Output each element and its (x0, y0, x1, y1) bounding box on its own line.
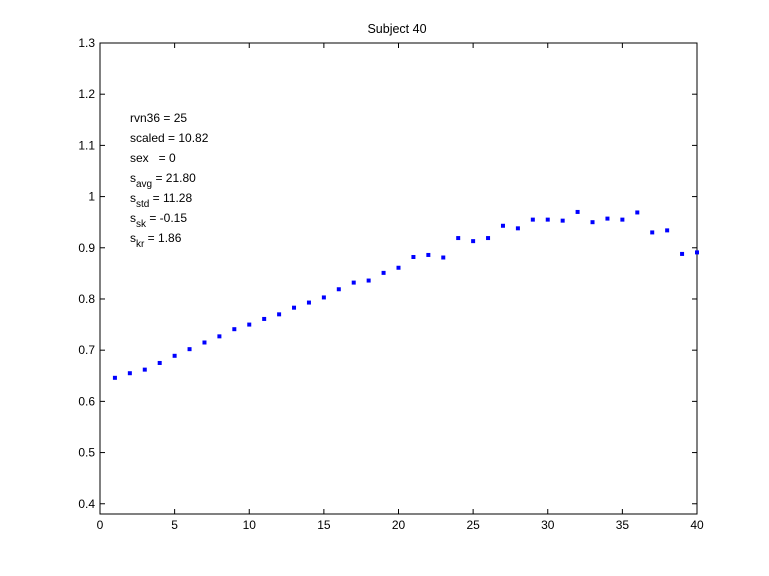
data-point (411, 254, 416, 259)
data-point (680, 251, 685, 256)
data-point (590, 220, 595, 225)
data-point (157, 360, 162, 365)
data-point (202, 340, 207, 345)
data-point (575, 209, 580, 214)
x-tick-label: 15 (317, 518, 331, 532)
data-point (471, 239, 476, 244)
data-point (366, 278, 371, 283)
data-point (277, 312, 282, 317)
annotation-line: sstd = 11.28 (130, 191, 192, 210)
annotation-line: scaled = 10.82 (130, 131, 209, 145)
annotation-line: savg = 21.80 (130, 171, 196, 190)
data-point (500, 223, 505, 228)
x-tick-label: 40 (690, 518, 704, 532)
y-tick-label: 0.4 (78, 497, 95, 511)
plot-area: 0 5 10 15 20 25 30 35 40 0.4 0.5 0.6 0.7 0.8 0.9 1 1.1 1… (78, 36, 704, 532)
y-tick-label: 0.8 (78, 292, 95, 306)
data-point (351, 280, 356, 285)
stats-annotation: rvn36 = 25 scaled = 10.82 sex = 0 savg = 21… (130, 111, 209, 250)
data-series (112, 209, 699, 380)
data-point (262, 316, 267, 321)
y-tick-label: 1 (88, 190, 95, 204)
data-point (127, 371, 132, 376)
annotation-line: skr = 1.86 (130, 231, 182, 250)
data-point (560, 218, 565, 223)
data-point (530, 217, 535, 222)
data-point (187, 347, 192, 352)
data-point (232, 327, 237, 332)
chart-title: Subject 40 (367, 22, 426, 36)
annotation-line: ssk = -0.15 (130, 211, 187, 230)
data-point (306, 300, 311, 305)
data-point (321, 295, 326, 300)
data-point (515, 226, 520, 231)
data-point (292, 305, 297, 310)
y-tick-label: 1.1 (78, 138, 95, 152)
data-point (112, 375, 117, 380)
data-point (172, 353, 177, 358)
x-tick-label: 20 (392, 518, 406, 532)
data-point (695, 250, 699, 255)
data-point (336, 287, 341, 292)
x-axis: 0 5 10 15 20 25 30 35 40 (97, 43, 704, 532)
data-point (441, 255, 446, 260)
x-tick-label: 30 (541, 518, 555, 532)
y-axis: 0.4 0.5 0.6 0.7 0.8 0.9 1 1.1 1.2 1.3 (78, 36, 697, 511)
data-point (247, 322, 252, 327)
data-point (665, 228, 670, 233)
annotation-line: sex = 0 (130, 151, 176, 165)
data-point (217, 334, 222, 339)
y-tick-label: 0.7 (78, 343, 95, 357)
data-point (545, 217, 550, 222)
y-tick-label: 0.9 (78, 241, 95, 255)
y-tick-label: 0.5 (78, 446, 95, 460)
x-tick-label: 0 (97, 518, 104, 532)
data-point (396, 265, 401, 270)
x-tick-label: 5 (171, 518, 178, 532)
y-tick-label: 0.6 (78, 394, 95, 408)
data-point (426, 252, 431, 257)
y-tick-label: 1.2 (78, 87, 95, 101)
x-tick-label: 35 (616, 518, 630, 532)
annotation-line: rvn36 = 25 (130, 111, 187, 125)
x-tick-label: 25 (466, 518, 480, 532)
data-point (142, 367, 147, 372)
data-point (620, 217, 625, 222)
data-point (456, 236, 461, 241)
data-point (635, 210, 640, 215)
y-tick-label: 1.3 (78, 36, 95, 50)
data-point (650, 230, 655, 235)
data-point (486, 236, 491, 241)
data-point (381, 270, 386, 275)
data-point (605, 216, 610, 221)
x-tick-label: 10 (243, 518, 257, 532)
